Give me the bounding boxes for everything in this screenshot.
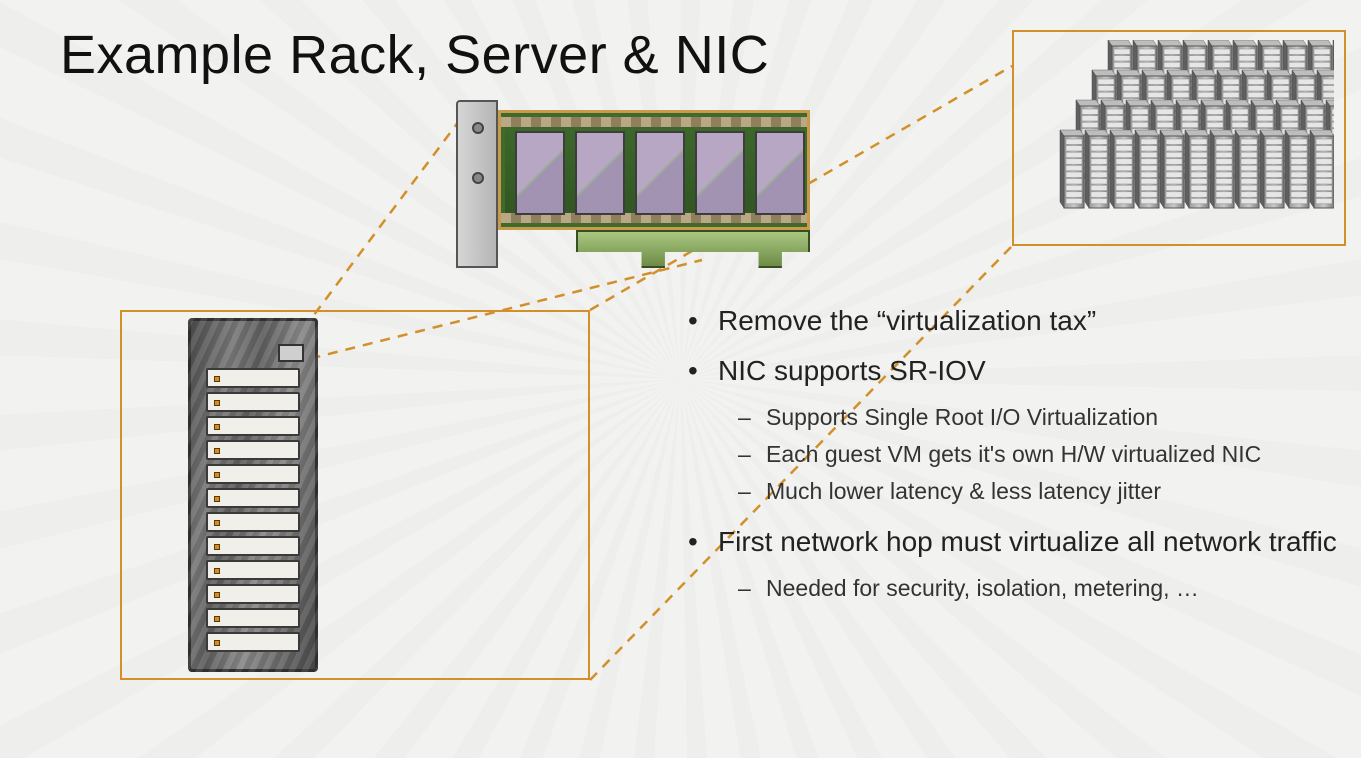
bullet-subitem: Supports Single Root I/O Virtualization xyxy=(680,402,1340,433)
bullet-subitem: Needed for security, isolation, metering… xyxy=(680,573,1340,604)
bullet-item: First network hop must virtualize all ne… xyxy=(680,523,1340,561)
bullet-item: Remove the “virtualization tax” xyxy=(680,302,1340,340)
bullet-subitem: Each guest VM gets it's own H/W virtuali… xyxy=(680,439,1340,470)
bullet-subitem: Much lower latency & less latency jitter xyxy=(680,476,1340,507)
datacenter-racks-illustration xyxy=(1024,40,1334,238)
nic-card-illustration xyxy=(456,100,814,284)
server-rack-illustration xyxy=(188,318,318,672)
bullet-text-block: Remove the “virtualization tax” NIC supp… xyxy=(680,302,1340,610)
slide-title: Example Rack, Server & NIC xyxy=(60,24,769,86)
bullet-item: NIC supports SR-IOV xyxy=(680,352,1340,390)
